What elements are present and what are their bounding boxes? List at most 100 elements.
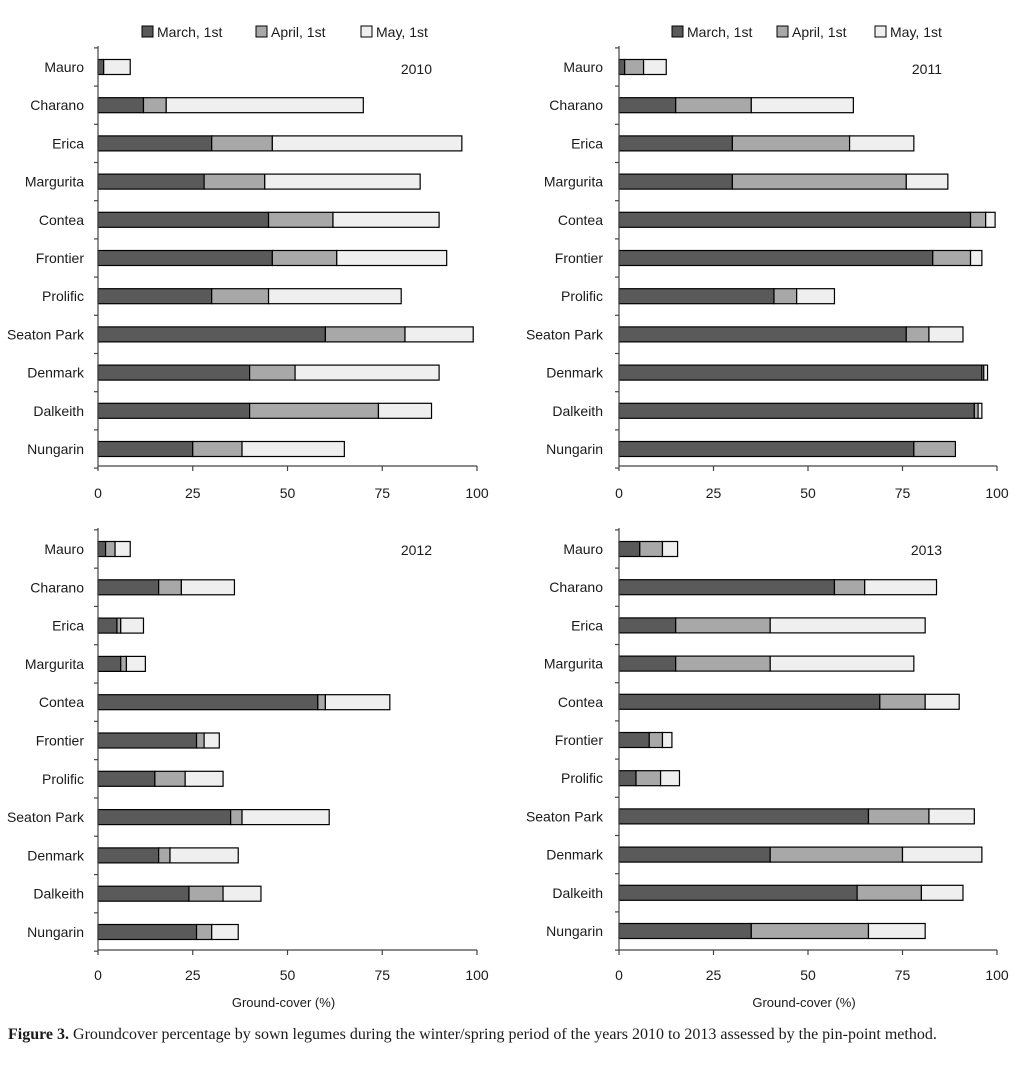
x-tick-label: 75 <box>895 485 911 501</box>
bar-segment-frontier-march-1st <box>618 731 650 749</box>
bar-segment-seaton-park-march-1st <box>618 326 907 343</box>
legend-label-may: May, 1st <box>890 24 942 40</box>
bar-segment-dalkeith-march-1st <box>618 884 858 901</box>
category-label: Mauro <box>563 541 603 557</box>
bar-segment-erica-march-1st <box>618 617 677 634</box>
category-label: Seaton Park <box>526 326 604 342</box>
legend-swatch-march <box>671 25 684 38</box>
category-label: Denmark <box>546 847 604 863</box>
bar-segment-nungarin-march-1st <box>97 923 198 941</box>
x-tick-label: 75 <box>374 967 390 983</box>
x-tick-label: 100 <box>985 485 1009 501</box>
category-label: Frontier <box>36 250 85 266</box>
legend-right: March, 1st April, 1st May, 1st <box>671 24 942 40</box>
x-tick-label: 50 <box>800 485 816 501</box>
bar-segment-seaton-park-may-1st <box>241 808 330 826</box>
bar-segment-prolific-march-1st <box>618 288 775 305</box>
bar-segment-erica-april-1st <box>675 617 771 634</box>
bar-segment-contea-march-1st <box>97 211 270 228</box>
bar-segment-contea-march-1st <box>618 211 972 228</box>
bar-segment-mauro-march-1st <box>97 58 105 76</box>
bar-segment-margurita-may-1st <box>264 173 421 190</box>
bar-segment-prolific-may-1st <box>267 288 402 305</box>
bar-segment-contea-march-1st <box>618 693 881 710</box>
bar-segment-margurita-may-1st <box>905 173 949 190</box>
category-label: Contea <box>558 212 603 228</box>
category-label: Dalkeith <box>33 886 84 902</box>
bar-segment-frontier-may-1st <box>336 249 448 267</box>
x-tick-label: 0 <box>94 967 102 983</box>
category-label: Erica <box>571 135 603 151</box>
x-axis-title: Ground-cover (%) <box>752 995 855 1010</box>
bar-segment-charano-may-1st <box>165 97 364 114</box>
category-label: Prolific <box>561 770 603 786</box>
chart-panels: 2010 Mauro Charano Erica Margurita Contea Fron… <box>7 46 1009 1010</box>
category-label: Margurita <box>25 656 84 672</box>
x-tick-label: 25 <box>185 967 201 983</box>
bar-segment-mauro-april-1st <box>639 540 664 558</box>
bar-segment-charano-march-1st <box>618 97 677 114</box>
bar-segment-margurita-april-1st <box>731 173 907 190</box>
bar-segment-nungarin-may-1st <box>211 923 239 941</box>
legend-label-april: April, 1st <box>792 24 847 40</box>
chart-panel-2010: 2010 Mauro Charano Erica Margurita Contea Fron… <box>7 46 489 501</box>
bar-segment-charano-april-1st <box>158 579 182 596</box>
category-label: Denmark <box>27 847 85 863</box>
category-label: Frontier <box>36 733 85 749</box>
legend-swatch-april <box>255 25 268 38</box>
bar-segment-frontier-april-1st <box>195 732 205 749</box>
bar-segment-dalkeith-april-1st <box>188 885 224 902</box>
bar-segment-prolific-march-1st <box>618 770 637 787</box>
bar-segment-charano-march-1st <box>97 97 145 114</box>
bar-segment-erica-may-1st <box>848 135 915 152</box>
bar-segment-charano-april-1st <box>142 97 167 114</box>
bar-segment-dalkeith-may-1st <box>977 402 983 419</box>
bar-segment-prolific-april-1st <box>211 288 270 305</box>
x-tick-label: 75 <box>374 485 390 501</box>
bar-segment-margurita-april-1st <box>203 173 266 190</box>
figure-canvas: March, 1st April, 1st May, 1st March, 1s… <box>7 24 1009 1010</box>
x-tick-label: 100 <box>465 967 489 983</box>
x-tick-label: 50 <box>280 485 296 501</box>
bar-segment-erica-march-1st <box>618 135 734 152</box>
category-label: Mauro <box>563 59 603 75</box>
legend-swatch-march <box>141 25 154 38</box>
bar-segment-prolific-april-1st <box>154 770 186 787</box>
bar-segment-dalkeith-march-1st <box>97 885 190 902</box>
category-label: Erica <box>52 135 84 151</box>
bar-segment-nungarin-may-1st <box>867 922 926 940</box>
x-tick-label: 50 <box>800 967 816 983</box>
bar-segment-frontier-april-1st <box>932 249 972 267</box>
bar-segment-nungarin-march-1st <box>618 440 915 458</box>
category-label: Contea <box>39 212 84 228</box>
bar-segment-charano-may-1st <box>864 579 938 596</box>
bar-segment-prolific-may-1st <box>184 770 224 787</box>
bar-segment-dalkeith-may-1st <box>377 402 433 419</box>
legend-swatch-may <box>360 25 373 38</box>
category-label: Margurita <box>25 174 84 190</box>
caption-label: Figure 3. <box>8 1026 70 1043</box>
bar-segment-contea-may-1st <box>324 694 391 711</box>
category-label: Prolific <box>42 771 84 787</box>
bar-segment-nungarin-march-1st <box>618 922 752 940</box>
bar-segment-mauro-march-1st <box>618 540 641 558</box>
figure-caption: Figure 3. Groundcover percentage by sown… <box>8 1024 1013 1046</box>
legend-swatch-april <box>776 25 789 38</box>
bar-segment-frontier-march-1st <box>97 249 273 267</box>
x-tick-label: 0 <box>615 967 623 983</box>
bar-segment-frontier-may-1st <box>203 732 220 749</box>
category-label: Nungarin <box>546 441 603 457</box>
bar-segment-seaton-park-march-1st <box>97 326 326 343</box>
category-label: Erica <box>571 617 603 633</box>
category-label: Denmark <box>27 365 85 381</box>
bar-segment-prolific-april-1st <box>773 288 798 305</box>
bar-segment-nungarin-march-1st <box>97 440 194 458</box>
bar-segment-margurita-march-1st <box>97 655 122 673</box>
bar-segment-erica-april-1st <box>211 135 273 152</box>
legend-label-april: April, 1st <box>271 24 326 40</box>
bar-segment-charano-april-1st <box>833 579 866 596</box>
bar-segment-denmark-may-1st <box>983 364 989 381</box>
bar-segment-prolific-may-1st <box>796 288 836 305</box>
bar-segment-contea-may-1st <box>332 211 440 228</box>
category-label: Prolific <box>561 288 603 304</box>
